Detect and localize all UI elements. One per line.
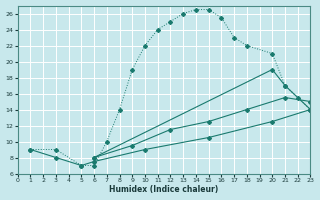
X-axis label: Humidex (Indice chaleur): Humidex (Indice chaleur) bbox=[109, 185, 219, 194]
